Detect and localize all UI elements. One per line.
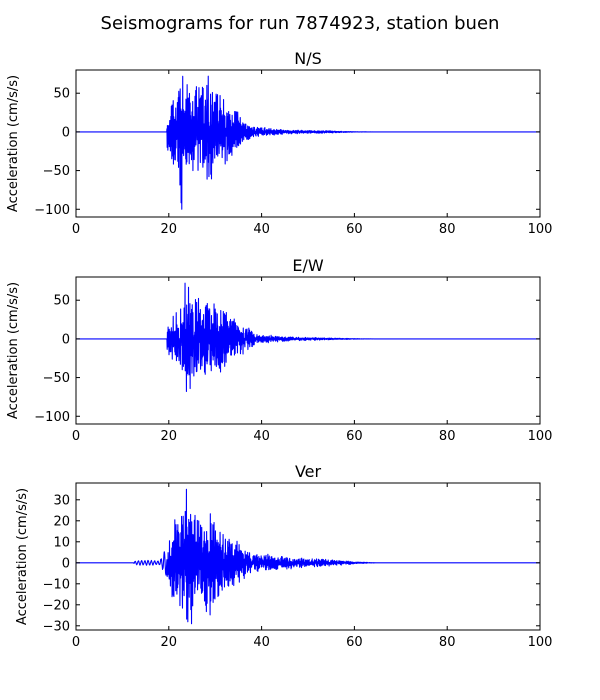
series-line	[75, 488, 541, 625]
panel-title: Ver	[295, 462, 322, 481]
y-tick-label: 0	[62, 556, 70, 571]
panel-title: E/W	[292, 256, 324, 275]
x-tick-label: 60	[346, 635, 363, 650]
x-tick-label: 60	[346, 222, 363, 237]
x-tick-label: 0	[72, 635, 80, 650]
x-tick-label: 80	[439, 222, 456, 237]
y-tick-label: 0	[62, 125, 70, 140]
x-tick-label: 100	[528, 429, 553, 444]
plot-frame	[75, 69, 541, 218]
y-axis-label: Acceleration (cm/s/s)	[6, 75, 21, 212]
y-tick-label: 0	[62, 332, 70, 347]
x-tick-label: 100	[528, 222, 553, 237]
y-tick-label: 20	[53, 514, 70, 529]
y-tick-label: −50	[43, 371, 70, 386]
y-tick-label: 10	[53, 535, 70, 550]
y-tick-label: −20	[43, 598, 70, 613]
x-tick-label: 60	[346, 429, 363, 444]
y-tick-label: −50	[43, 164, 70, 179]
chart-panel-1: E/W Acceleration (cm/s/s) 0 20 40 60 80 100 −100…	[6, 256, 552, 444]
x-tick-label: 20	[161, 429, 178, 444]
x-tick-label: 80	[439, 429, 456, 444]
x-tick-label: 80	[439, 635, 456, 650]
x-tick-label: 40	[253, 222, 270, 237]
y-axis-label: Acceleration (cm/s/s)	[15, 488, 30, 625]
x-tick-label: 100	[528, 635, 553, 650]
y-tick-label: 50	[53, 87, 70, 102]
x-tick-label: 0	[72, 222, 80, 237]
plot-frame	[75, 482, 541, 631]
plot-frame	[75, 276, 541, 425]
x-tick-label: 20	[161, 222, 178, 237]
y-tick-label: −10	[43, 577, 70, 592]
y-tick-label: −100	[34, 410, 70, 425]
chart-panel-0: N/S Acceleration (cm/s/s) 0 20 40 60 80 100 −100…	[6, 49, 552, 237]
x-tick-label: 20	[161, 635, 178, 650]
x-tick-label: 40	[253, 635, 270, 650]
y-tick-label: 30	[53, 493, 70, 508]
panel-title: N/S	[294, 49, 322, 68]
x-tick-label: 40	[253, 429, 270, 444]
y-tick-label: −30	[43, 619, 70, 634]
y-axis-label: Acceleration (cm/s/s)	[6, 282, 21, 419]
x-tick-label: 0	[72, 429, 80, 444]
series-line	[75, 282, 541, 393]
y-tick-label: −100	[34, 203, 70, 218]
series-line	[75, 75, 541, 210]
y-tick-label: 50	[53, 294, 70, 309]
figure-title: Seismograms for run 7874923, station bue…	[101, 13, 500, 34]
